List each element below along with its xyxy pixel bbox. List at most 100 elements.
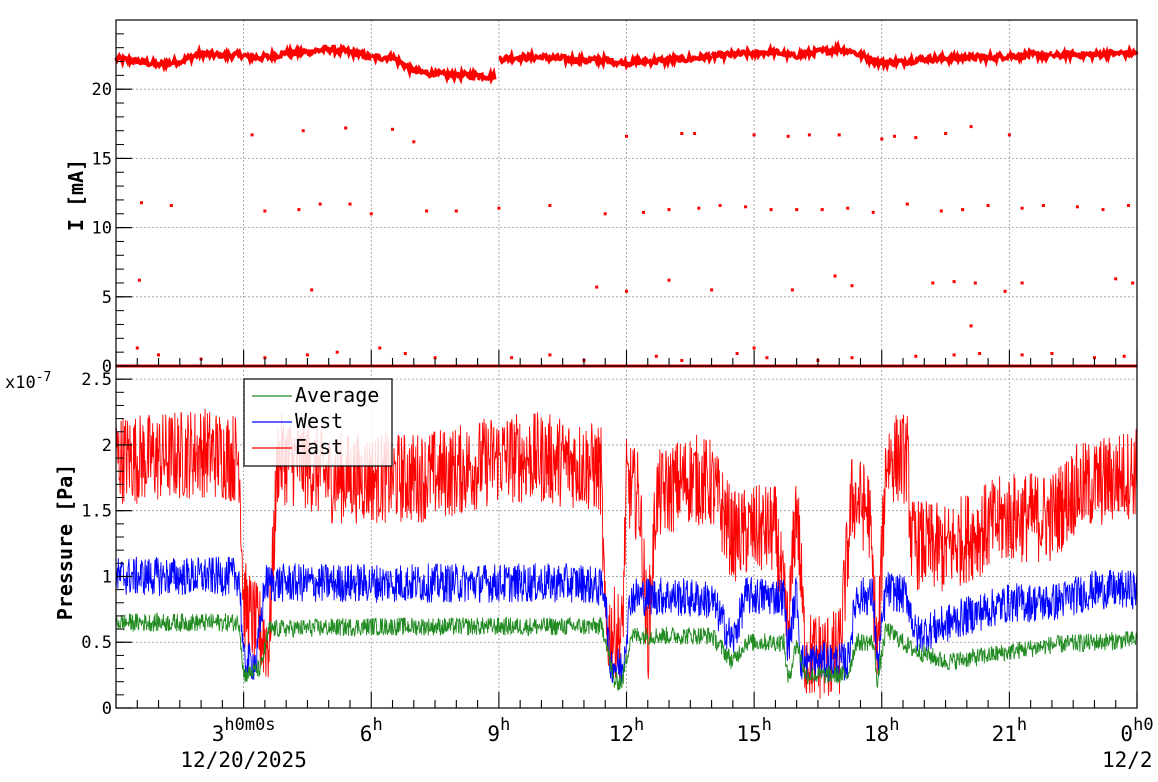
current-point: [939, 209, 943, 213]
time-tick-label: 15h: [736, 715, 772, 746]
current-band-segment: [964, 51, 990, 69]
current-band-segment: [604, 56, 624, 69]
current-point: [820, 208, 824, 212]
current-point: [914, 354, 918, 358]
current-point: [169, 204, 173, 207]
current-point: [140, 201, 143, 205]
current-point: [433, 356, 437, 360]
current-point: [880, 137, 884, 141]
current-band-segment: [620, 52, 650, 71]
pressure-exponent-label: x10-7: [5, 370, 51, 393]
current-band-segment: [411, 64, 437, 79]
current-point: [603, 212, 607, 216]
current-point: [454, 209, 458, 213]
current-point: [137, 278, 141, 282]
pressure-ytick-label: 2.5: [81, 370, 112, 390]
current-point: [871, 210, 875, 214]
current-point: [718, 204, 722, 207]
current-point: [710, 288, 714, 292]
current-band-segment: [1114, 43, 1139, 63]
current-band-segment: [349, 45, 373, 63]
current-point: [625, 289, 628, 293]
current-band-segment: [539, 51, 565, 65]
current-band-segment: [850, 47, 884, 72]
current-band-segment: [837, 43, 854, 57]
series-west: [115, 556, 1138, 684]
current-point: [654, 354, 658, 358]
current-band-segment: [263, 45, 288, 64]
time-tick-label: 3h0m0s: [212, 715, 276, 746]
current-point: [548, 353, 552, 357]
current-band-segment: [114, 51, 140, 69]
current-point: [403, 352, 407, 355]
current-point: [391, 127, 394, 131]
current-band-segment: [518, 46, 543, 67]
current-band-segment: [986, 47, 1011, 67]
current-band-segment: [817, 39, 842, 59]
current-point: [497, 206, 501, 210]
current-point: [344, 126, 348, 130]
current-point: [1101, 208, 1105, 212]
current-point: [769, 208, 773, 212]
current-point: [1127, 204, 1130, 207]
current-point: [263, 209, 267, 213]
current-point: [795, 208, 799, 212]
current-point: [790, 288, 794, 292]
current-point: [1020, 353, 1024, 357]
current-point: [412, 140, 416, 144]
current-point: [752, 346, 756, 350]
current-band-segment: [710, 46, 735, 66]
current-point: [369, 212, 373, 216]
current-point: [969, 324, 973, 328]
time-axis: 3h0m0s 6h 9h 12h 15h 18h 21h 0h0 12/20/2025 12/2: [180, 715, 1153, 772]
current-point: [952, 280, 956, 284]
current-point: [548, 204, 552, 207]
current-point: [1122, 354, 1126, 358]
current-point: [693, 132, 697, 135]
current-band-segment: [390, 51, 416, 80]
current-point: [625, 134, 628, 138]
current-band-segment: [306, 44, 331, 58]
current-point: [1093, 356, 1096, 360]
current-band-segment: [791, 44, 820, 62]
current-point: [135, 346, 139, 350]
current-band-segment: [922, 48, 948, 66]
pressure-ytick-label: 1: [102, 567, 112, 587]
current-point: [735, 352, 739, 355]
current-data: [114, 39, 1139, 368]
current-point: [973, 281, 977, 285]
current-band-segment: [454, 64, 480, 85]
current-point: [680, 132, 684, 135]
current-point: [833, 274, 837, 278]
legend-label-average: Average: [295, 383, 379, 407]
series-average: [115, 612, 1138, 691]
current-point: [1131, 281, 1135, 285]
current-band-segment: [135, 54, 161, 70]
current-band-segment: [880, 52, 905, 73]
current-point: [744, 205, 748, 209]
current-point: [1007, 133, 1011, 137]
current-axis-label: I [mA]: [64, 159, 88, 231]
current-point: [297, 208, 301, 212]
current-point: [157, 353, 160, 357]
current-point: [1003, 289, 1007, 293]
current-band-segment: [1093, 45, 1118, 64]
current-band-segment: [667, 49, 693, 69]
pressure-axes: 0 0.5 1 1.5 2 2.5: [81, 365, 1138, 719]
current-point: [944, 132, 948, 135]
current-point: [250, 133, 254, 137]
current-point: [978, 352, 982, 355]
current-point: [837, 133, 841, 137]
current-point: [893, 134, 896, 138]
current-point: [952, 353, 956, 357]
current-ytick-label: 15: [92, 149, 112, 169]
current-band-segment: [1029, 48, 1053, 65]
time-tick-label: 12h: [609, 715, 645, 746]
time-tick-label: 6h: [360, 715, 383, 746]
pressure-ytick-label: 0.5: [81, 633, 112, 653]
current-point: [1020, 206, 1024, 210]
current-band-segment: [370, 49, 394, 66]
current-point: [961, 208, 965, 212]
current-point: [905, 202, 909, 206]
